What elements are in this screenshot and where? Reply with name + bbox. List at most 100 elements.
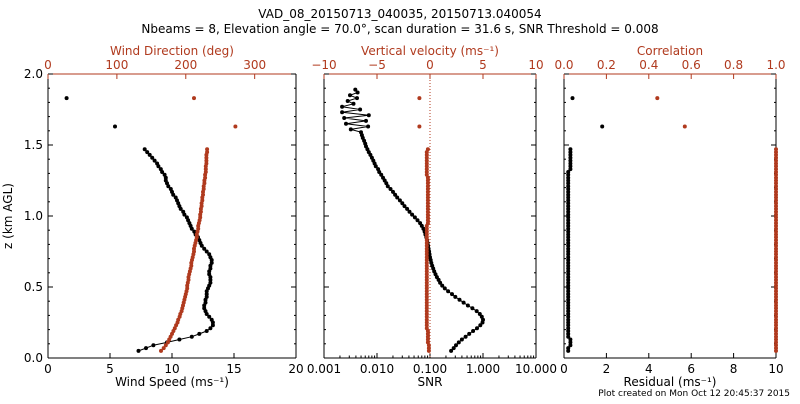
data-point <box>774 309 778 314</box>
top-tick-label: 10 <box>528 58 543 72</box>
data-point <box>774 201 778 206</box>
data-point <box>566 215 571 220</box>
data-point <box>425 334 430 339</box>
data-point <box>424 326 429 331</box>
x-tick-label: 2 <box>603 362 611 376</box>
data-point <box>566 300 571 305</box>
data-point <box>774 334 778 339</box>
data-point <box>568 161 573 166</box>
data-point <box>568 152 573 157</box>
data-point <box>566 201 571 206</box>
top-tick-label: 0.2 <box>597 58 616 72</box>
y-axis-label: z (km AGL) <box>1 183 15 249</box>
data-point <box>152 158 157 163</box>
data-point <box>364 118 368 123</box>
data-point <box>204 292 209 297</box>
data-point <box>151 343 156 348</box>
data-point <box>424 152 429 157</box>
data-point <box>424 243 429 248</box>
x-tick-label: 10 <box>768 362 783 376</box>
data-point <box>774 221 778 226</box>
series-line <box>341 89 484 352</box>
data-point <box>209 260 214 265</box>
data-point <box>145 150 150 155</box>
data-point <box>192 249 196 254</box>
data-point <box>774 150 778 155</box>
data-point <box>566 331 571 336</box>
data-point <box>412 215 417 220</box>
data-point <box>568 158 573 163</box>
data-point <box>568 340 573 345</box>
data-point <box>424 229 429 234</box>
top-tick-label: 0 <box>44 58 52 72</box>
data-point <box>410 212 415 217</box>
y-tick-label: 0.5 <box>24 280 43 294</box>
figure-title: VAD_08_20150713_040035, 20150713.040054 <box>258 7 541 21</box>
data-point <box>424 314 429 319</box>
top-tick-label: 300 <box>243 58 266 72</box>
top-tick-label: 0.0 <box>554 58 573 72</box>
x-tick-label: 0.001 <box>307 362 341 376</box>
data-point <box>351 101 356 106</box>
data-point <box>566 209 571 214</box>
data-point <box>204 155 209 160</box>
data-point <box>570 96 575 101</box>
data-point <box>199 204 204 209</box>
data-point <box>424 158 429 163</box>
data-point <box>774 223 778 228</box>
data-point <box>340 110 345 115</box>
data-point <box>568 343 573 348</box>
data-point <box>566 303 571 308</box>
data-point <box>425 198 430 203</box>
data-point <box>566 235 571 240</box>
data-point <box>203 167 208 172</box>
data-point <box>424 280 429 285</box>
data-point <box>467 331 472 336</box>
data-point <box>774 178 778 183</box>
data-point <box>774 255 778 260</box>
data-point <box>774 209 778 214</box>
data-point <box>566 286 571 291</box>
x-axis-label: Wind Speed (ms⁻¹) <box>115 375 229 389</box>
data-point <box>566 175 571 180</box>
data-point <box>205 147 210 152</box>
data-point <box>774 337 778 342</box>
data-point <box>774 283 778 288</box>
data-point <box>566 184 571 189</box>
data-point <box>774 303 778 308</box>
data-point <box>203 170 208 174</box>
data-point <box>440 283 445 288</box>
data-point <box>568 150 573 155</box>
data-point <box>774 249 778 254</box>
data-point <box>424 258 429 262</box>
data-point <box>479 314 484 319</box>
data-point <box>340 104 345 109</box>
data-point <box>774 170 778 174</box>
data-point <box>344 121 348 126</box>
data-point <box>774 280 778 285</box>
data-point <box>774 326 778 331</box>
x-axis-label: Residual (ms⁻¹) <box>624 375 717 389</box>
data-point <box>424 323 429 328</box>
data-point <box>566 178 571 183</box>
data-point <box>774 346 778 351</box>
data-point <box>566 294 571 299</box>
data-point <box>150 155 155 160</box>
data-point <box>568 147 573 152</box>
data-point <box>207 272 212 277</box>
data-point <box>424 255 429 260</box>
data-point <box>204 249 209 254</box>
data-point <box>147 152 152 157</box>
data-point <box>426 348 431 353</box>
data-point <box>566 269 571 274</box>
data-point <box>425 221 430 226</box>
data-point <box>424 260 429 265</box>
x-tick-label: 10 <box>164 362 179 376</box>
x-tick-label: 5 <box>106 362 114 376</box>
data-point <box>208 326 213 331</box>
data-point <box>204 329 209 333</box>
data-point <box>388 187 393 191</box>
data-point <box>774 175 778 180</box>
data-point <box>774 195 778 200</box>
data-point <box>355 96 359 101</box>
